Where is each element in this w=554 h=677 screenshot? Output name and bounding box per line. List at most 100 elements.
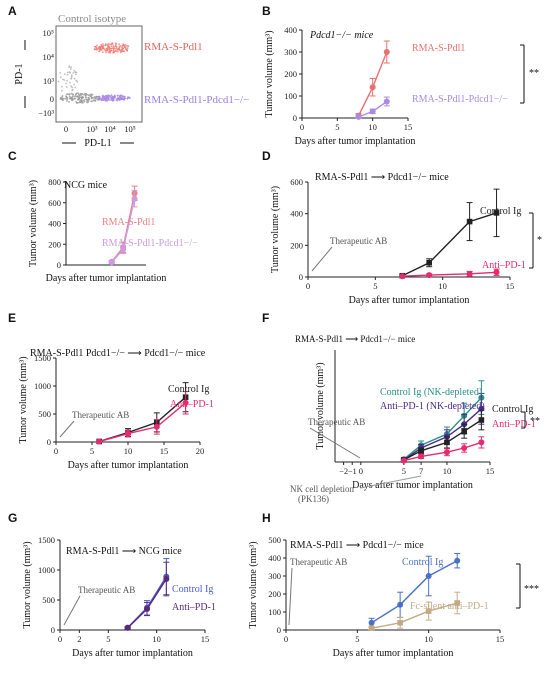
data-point (163, 576, 170, 582)
flow-event-dot (70, 85, 72, 88)
flow-event-dot (74, 97, 77, 100)
flow-event-dot (127, 45, 130, 48)
x-axis-title: Days after tumor implantation (295, 136, 416, 147)
data-point (368, 619, 375, 626)
panel-g-letter: G (8, 511, 17, 525)
data-point (443, 449, 450, 456)
x-axis-title: Days after tumor implantation (68, 460, 189, 471)
flow-event-dot (71, 93, 74, 96)
flow-event-dot (110, 94, 113, 97)
flow-plot-frame (55, 25, 143, 123)
panel-b-title: Pdcd1−/− mice (309, 30, 374, 41)
flow-event-dot (61, 99, 64, 101)
x-tick-label: 5 (335, 122, 339, 132)
flow-event-dot (82, 99, 85, 102)
flow-event-dot (100, 45, 103, 48)
flow-event-dot (74, 95, 77, 97)
x-tick-label: 10 (152, 634, 161, 644)
flow-event-dot (77, 92, 79, 95)
flow-event-dot (110, 97, 113, 100)
flow-event-dot (74, 86, 77, 89)
x-tick-label: 7 (419, 466, 423, 476)
flow-event-dot (115, 98, 118, 100)
data-point (426, 259, 432, 266)
data-point (369, 84, 376, 91)
flow-event-dot (90, 100, 92, 103)
panel-g-title: RMA-S-Pdl1 ⟶ NCG mice (66, 546, 182, 557)
data-point (131, 195, 138, 202)
data-point (368, 625, 375, 631)
flow-event-dot (119, 45, 122, 47)
data-point (461, 445, 468, 451)
flow-event-dot (79, 99, 81, 101)
chart-panel-b: 0 100 200 300 400 0 5 10 15 Days after tumor impl… (264, 25, 539, 147)
flow-event-dot (112, 46, 115, 49)
panel-f-title: RMA-S-Pdl1 ⟶ Pdcd1−/− mice (295, 334, 415, 344)
data-point (425, 608, 432, 614)
y-tick-label: 1000 (38, 565, 55, 575)
a-label-top: RMA-S-Pdl1 (144, 41, 203, 53)
flow-event-dot (111, 95, 114, 98)
x-axis-title: Days after tumor implantation (333, 648, 454, 659)
data-point (182, 399, 189, 406)
flow-event-dot (123, 95, 126, 98)
flow-event-dot (73, 77, 76, 80)
x-tick-label: 0 (306, 281, 310, 291)
x-tick-label: 0 (58, 634, 62, 644)
x-tick-label: 0 (359, 466, 363, 476)
flow-event-dot (75, 79, 78, 82)
flow-event-dot (93, 96, 96, 98)
flow-event-dot (66, 73, 69, 76)
y-tick-label: 0 (277, 625, 281, 635)
series-label: Anti–PD-1 (172, 602, 216, 613)
panel-h-title: RMA-S-Pdl1 ⟶ Pdcd1−/− mice (290, 540, 424, 551)
a-ytick: −10³ (38, 108, 54, 118)
flow-event-dot (70, 74, 73, 76)
y-tick-label: 100 (284, 91, 297, 101)
chart-panel-h: 0 100 200 300 400 500 0 5 10 15 Days after tumor i… (248, 535, 539, 659)
flow-event-dot (80, 101, 83, 104)
flow-event-dot (108, 48, 110, 51)
flow-event-dot (65, 96, 68, 98)
data-point (397, 620, 403, 626)
series-line (401, 212, 497, 277)
flow-event-dot (125, 48, 128, 51)
data-point (466, 218, 473, 225)
y-tick-label: 300 (284, 47, 297, 57)
flow-event-dot (70, 66, 72, 69)
x-axis-title: Days after tumor implantation (349, 295, 470, 306)
flow-event-dot (109, 43, 112, 46)
data-point (96, 438, 103, 445)
a-ylabel: PD-1 (14, 63, 25, 84)
y-axis-title: Tumor volume (mm³) (264, 30, 275, 117)
flow-event-dot (115, 46, 118, 48)
data-point (418, 453, 425, 460)
flow-event-dot (105, 51, 107, 54)
flow-event-dot (75, 73, 77, 76)
flow-event-dot (85, 93, 87, 95)
series-label: Fc-silent anti–PD-1 (410, 601, 489, 612)
flow-event-dot (71, 89, 74, 92)
flow-event-dot (68, 93, 71, 96)
flow-event-dot (126, 97, 129, 100)
flow-event-dot (117, 97, 120, 100)
flow-event-dot (114, 43, 117, 45)
chart-panel-d: 0 200 400 600 0 5 10 15 Days after tumor implant… (270, 177, 542, 306)
flow-event-dot (66, 71, 69, 74)
series-label: Anti–PD-1 (482, 260, 526, 271)
flow-event-dot (59, 71, 62, 74)
series-3 (400, 436, 485, 464)
flow-event-dot (95, 48, 97, 51)
flow-event-dot (60, 98, 63, 101)
flow-event-dot (65, 93, 68, 96)
flow-event-dot (66, 100, 68, 102)
flow-event-dot (94, 100, 97, 102)
x-tick-label: 15 (496, 634, 505, 644)
flow-event-dot (105, 95, 108, 97)
flow-event-dot (103, 95, 106, 98)
data-point (493, 210, 500, 216)
flow-event-dot (64, 97, 67, 100)
flow-event-dot (63, 97, 65, 100)
flow-event-dot (97, 95, 99, 98)
data-point (425, 573, 432, 579)
